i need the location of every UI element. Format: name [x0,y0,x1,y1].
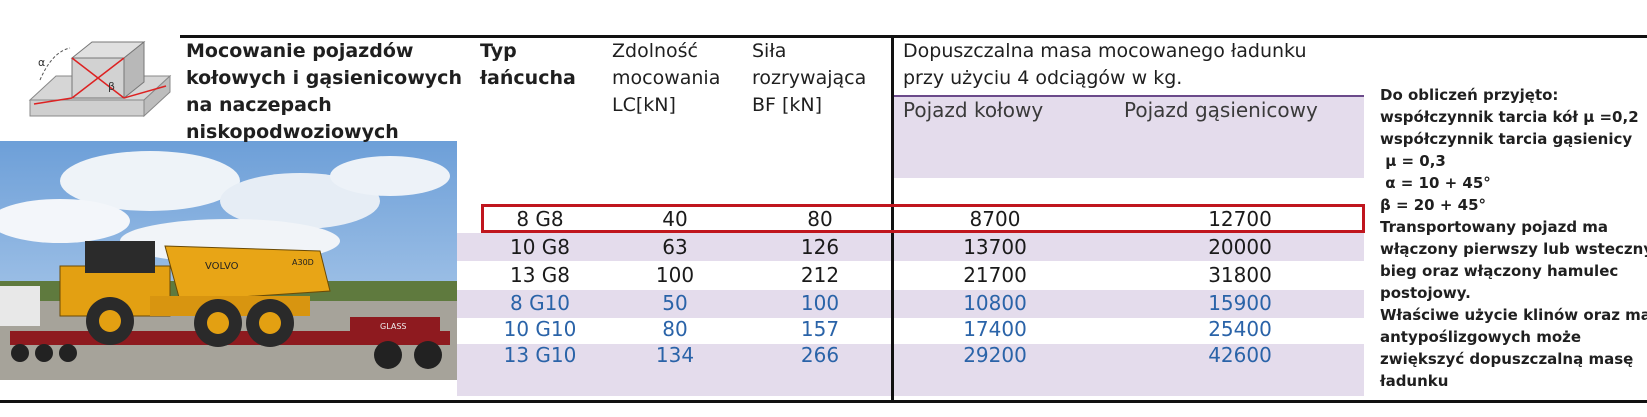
top-rule [180,35,1647,38]
note-line: zwiększyć dopuszczalną masę [1380,350,1634,368]
row-shade [894,233,1364,261]
description-line: Mocowanie pojazdów [186,40,414,62]
alpha-label: α [38,56,45,69]
lc-cell: 63 [662,235,688,259]
bf-cell: 126 [800,235,840,259]
table-row: 13 G8 100 212 21700 31800 [480,261,1367,289]
lashing-diagram: α β [28,40,172,118]
mass-title-line: Dopuszczalna masa mocowanego ładunku [903,40,1307,62]
calculation-notes: Do obliczeń przyjęto: współczynnik tarci… [1380,84,1647,392]
tracked-vehicle-label: Pojazd gąsienicowy [1124,98,1318,122]
note-line: bieg oraz włączony hamulec [1380,262,1619,280]
wheeled-cell: 10800 [963,291,1027,315]
bf-cell: 212 [800,263,840,287]
capacity-line: mocowania [612,67,721,89]
mass-header-underline [894,95,1364,97]
note-line: Do obliczeń przyjęto: [1380,86,1559,104]
bf-cell: 157 [800,317,840,341]
break-force-line: BF [kN] [752,94,823,116]
tracked-cell: 42600 [1208,343,1272,367]
tracked-cell: 12700 [1208,207,1272,231]
table-row: 8 G8 40 80 8700 12700 [480,205,1367,233]
note-line: Właściwe użycie klinów oraz mat [1380,306,1647,324]
description-line: na naczepach [186,94,332,116]
column-divider [891,36,894,402]
truck-model: A30D [292,258,314,267]
wheeled-cell: 29200 [963,343,1027,367]
wheeled-cell: 17400 [963,317,1027,341]
mass-title: Dopuszczalna masa mocowanego ładunku prz… [903,38,1307,92]
row-shade [894,344,1364,396]
lc-cell: 40 [662,207,688,231]
lc-cell: 134 [655,343,695,367]
lc-cell: 50 [662,291,688,315]
highlight-box [481,204,1365,233]
wheeled-cell: 13700 [963,235,1027,259]
note-line: włączony pierwszy lub wsteczny [1380,240,1647,258]
tracked-cell: 15900 [1208,291,1272,315]
lc-cell: 100 [655,263,695,287]
row-shade [457,233,891,261]
table-row: 8 G10 50 100 10800 15900 [480,289,1367,317]
mass-header-shade [894,96,1364,178]
row-shade [457,344,891,396]
chain-type-header: Typ łańcucha [480,38,576,92]
tracked-cell: 20000 [1208,235,1272,259]
chain-type-line: łańcucha [480,67,576,89]
note-line: ładunku [1380,372,1449,390]
truck-brand: VOLVO [205,261,239,272]
chain-type-line: Typ [480,40,517,62]
tracked-cell: 25400 [1208,317,1272,341]
bf-cell: 100 [800,291,840,315]
note-line: antypoślizgowych może [1380,328,1582,346]
wheeled-cell: 8700 [969,207,1021,231]
capacity-header: Zdolność mocowania LC[kN] [612,38,720,119]
break-force-header: Siła rozrywająca BF [kN] [752,38,866,119]
beta-label: β [108,80,115,93]
wheeled-cell: 21700 [963,263,1027,287]
row-shade [894,290,1364,318]
chain-cell: 13 G10 [503,343,577,367]
chain-cell: 13 G8 [509,263,571,287]
trailer-text: GLASS [380,322,406,331]
note-line: współczynnik tarcia kół μ =0,2 [1380,108,1639,126]
bottom-rule [0,400,1647,403]
note-line: β = 20 + 45° [1380,196,1487,214]
truck-photo: GLASS VOLVO A30D [0,141,457,380]
bf-cell: 266 [800,343,840,367]
table-row: 10 G8 63 126 13700 20000 [480,233,1367,261]
tracked-cell: 31800 [1208,263,1272,287]
row-shade [457,290,891,318]
note-line: współczynnik tarcia gąsienicy [1380,130,1633,148]
capacity-line: Zdolność [612,40,698,62]
bf-cell: 80 [807,207,833,231]
break-force-line: Siła [752,40,787,62]
note-line: Transportowany pojazd ma [1380,218,1609,236]
chain-cell: 8 G10 [509,291,571,315]
chain-cell: 10 G10 [503,317,577,341]
break-force-line: rozrywająca [752,67,867,89]
description-header: Mocowanie pojazdów kołowych i gąsienicow… [186,38,462,146]
note-line: α = 10 + 45° [1380,174,1491,192]
mass-title-line: przy użyciu 4 odciągów w kg. [903,67,1183,89]
lc-cell: 80 [662,317,688,341]
capacity-line: LC[kN] [612,94,676,116]
note-line: postojowy. [1380,284,1471,302]
table-row: 10 G10 80 157 17400 25400 [480,315,1367,343]
wheeled-vehicle-label: Pojazd kołowy [903,98,1044,122]
note-line: μ = 0,3 [1380,152,1446,170]
table-row: 13 G10 134 266 29200 42600 [480,341,1367,369]
chain-cell: 8 G8 [516,207,564,231]
description-line: niskopodwoziowych [186,121,399,143]
description-line: kołowych i gąsienicowych [186,67,462,89]
chain-cell: 10 G8 [509,235,571,259]
